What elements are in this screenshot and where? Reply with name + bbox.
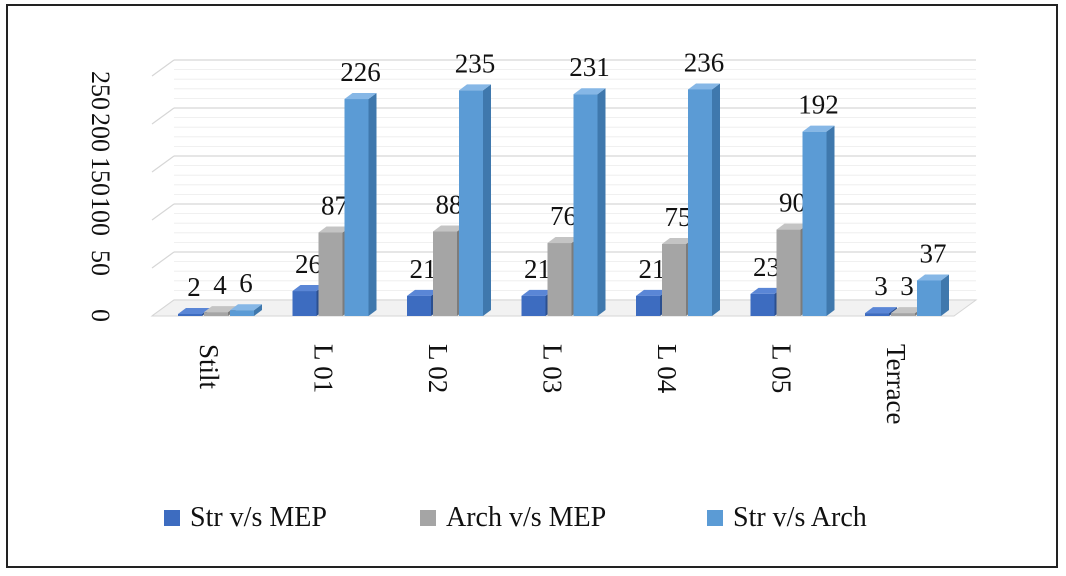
bar-top (521, 289, 554, 296)
bar-top (865, 307, 897, 314)
data-label: 76 (550, 201, 577, 231)
bar (204, 312, 228, 316)
bar-side (254, 304, 262, 316)
bar-top (573, 88, 606, 95)
bar (433, 231, 457, 316)
bar-side (597, 88, 606, 317)
legend-label: Str v/s Arch (733, 502, 867, 533)
data-label: 26 (295, 249, 322, 279)
legend-swatch (420, 510, 436, 526)
bar-side (712, 83, 720, 316)
y-tick-label: 200 (86, 113, 115, 152)
bar-side (941, 274, 949, 316)
bar-top (750, 287, 783, 294)
x-tick-label: L 01 (309, 344, 339, 393)
bar-top (178, 308, 210, 314)
data-label: 23 (753, 252, 780, 282)
bar-top (433, 225, 465, 232)
gridline-side (151, 251, 175, 269)
legend-swatch (707, 510, 723, 526)
bar (636, 295, 660, 316)
bar-side (826, 125, 835, 317)
bar-top (891, 307, 923, 314)
bar (547, 243, 572, 316)
gridline-side (151, 107, 175, 125)
data-label: 21 (639, 254, 666, 284)
bar-side (368, 93, 377, 316)
bar-side (483, 84, 491, 317)
bar-top (204, 306, 236, 313)
x-tick-label: L 03 (538, 344, 568, 393)
bar (688, 89, 712, 316)
data-label: 21 (524, 254, 551, 284)
data-label: 231 (569, 52, 610, 82)
bar (230, 310, 254, 316)
bar-top (662, 238, 694, 244)
legend-label: Str v/s MEP (190, 502, 327, 533)
data-label: 87 (321, 190, 348, 220)
data-label: 4 (213, 270, 227, 300)
data-label: 3 (900, 271, 914, 301)
bar (459, 90, 483, 317)
y-tick-label: 150 (86, 157, 115, 196)
x-tick-label: L 04 (652, 344, 682, 394)
bar (776, 229, 801, 316)
data-label: 235 (455, 48, 496, 78)
bar (802, 131, 827, 316)
bar (407, 295, 431, 316)
bar (521, 295, 546, 316)
bar (891, 313, 915, 316)
gridline-side (151, 59, 175, 77)
bar (662, 244, 686, 316)
x-tick-label: L 02 (423, 344, 453, 393)
data-label: 3 (874, 271, 888, 301)
x-tick-label: Terrace (881, 344, 911, 425)
bar (573, 94, 598, 317)
bar (750, 293, 775, 316)
data-label: 88 (436, 190, 463, 220)
bar-top (802, 125, 835, 132)
bar (865, 313, 889, 316)
data-label: 226 (340, 57, 381, 87)
x-tick-label: L 05 (767, 344, 797, 393)
x-tick-label: Stilt (194, 344, 224, 390)
data-label: 236 (684, 47, 725, 77)
bar-top (407, 289, 439, 296)
bar-top (318, 226, 351, 233)
data-label: 75 (665, 202, 692, 232)
data-label: 6 (239, 268, 253, 298)
bar-top (917, 274, 949, 281)
data-label: 192 (798, 90, 839, 120)
y-tick-label: 100 (86, 197, 115, 236)
y-tick-label: 250 (86, 71, 115, 110)
bar-top (776, 223, 809, 230)
bar (292, 291, 317, 316)
bar-top (292, 285, 325, 292)
bar (917, 280, 941, 316)
bar-top (688, 83, 720, 90)
legend-label: Arch v/s MEP (446, 502, 606, 533)
bar-top (459, 84, 491, 91)
bar (318, 232, 343, 316)
data-label: 90 (779, 188, 806, 218)
bar-top (344, 93, 377, 100)
bar (178, 314, 202, 316)
bar (344, 99, 369, 316)
bar-top (636, 289, 668, 296)
data-label: 2 (187, 272, 201, 302)
gridline-side (151, 203, 175, 221)
bar-top (547, 237, 580, 244)
data-label: 37 (920, 238, 947, 268)
data-label: 21 (410, 254, 437, 284)
bar-top (230, 304, 262, 311)
y-tick-label: 50 (86, 250, 115, 276)
legend-swatch (164, 510, 180, 526)
gridline-side (151, 155, 175, 173)
y-tick-label: 0 (86, 309, 115, 322)
